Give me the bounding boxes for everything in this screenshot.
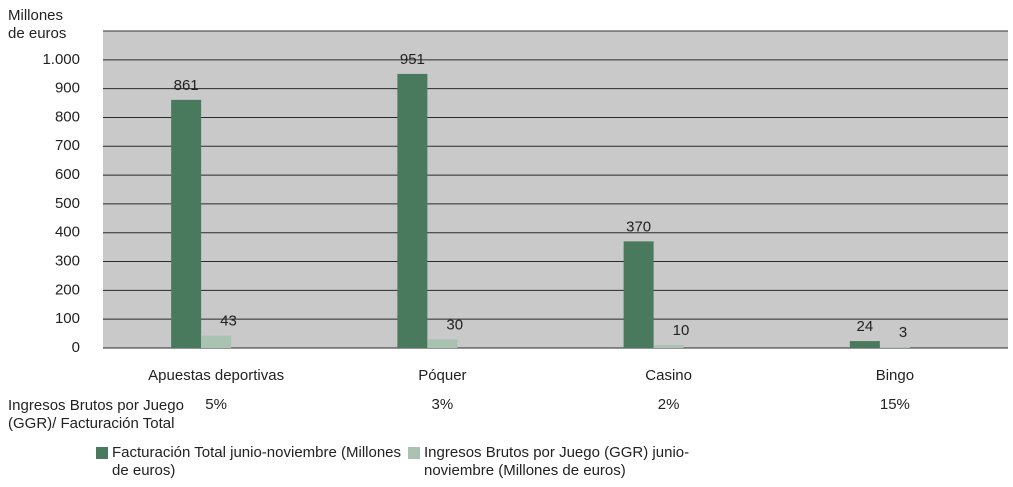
data-label: 43 (220, 313, 237, 330)
y-tick-label: 800 (55, 108, 80, 125)
y-tick-label: 500 (55, 195, 80, 212)
data-label: 3 (899, 324, 907, 341)
ratio-row-label: Ingresos Brutos por Juego (GGR)/ Factura… (8, 397, 223, 433)
ratio-value: 3% (432, 396, 454, 413)
plot-background (103, 31, 1008, 348)
legend-label: Facturación Total junio-noviembre (Millo… (112, 444, 412, 480)
bar (880, 347, 910, 348)
x-tick-label: Casino (645, 367, 692, 384)
y-tick-label: 300 (55, 253, 80, 270)
y-tick-label: 0 (72, 339, 80, 356)
y-axis-title: Millones de euros (8, 7, 78, 43)
data-label: 370 (626, 218, 651, 235)
bar (201, 336, 231, 348)
ratio-value: 15% (880, 396, 910, 413)
legend-swatch (408, 447, 420, 459)
bar (850, 341, 880, 348)
legend-swatch (96, 447, 108, 459)
y-tick-label: 900 (55, 80, 80, 97)
x-tick-label: Apuestas deportivas (148, 367, 284, 384)
data-label: 24 (857, 318, 874, 335)
data-label: 861 (174, 77, 199, 94)
y-tick-label: 600 (55, 166, 80, 183)
x-tick-label: Póquer (418, 367, 466, 384)
bar (171, 100, 201, 348)
bar (397, 74, 427, 348)
data-label: 10 (673, 322, 690, 339)
bar (427, 339, 457, 348)
data-label: 30 (446, 316, 463, 333)
bar (624, 241, 654, 348)
bar (654, 345, 684, 348)
y-tick-label: 200 (55, 281, 80, 298)
y-tick-label: 700 (55, 137, 80, 154)
ratio-value: 2% (658, 396, 680, 413)
page: 0 100 200 300 400 500 600 700 800 900 1.000 Apuesta… (0, 0, 1013, 487)
data-label: 951 (400, 51, 425, 68)
x-tick-label: Bingo (876, 367, 914, 384)
y-tick-label: 400 (55, 224, 80, 241)
y-tick-label: 100 (55, 310, 80, 327)
y-tick-label: 1.000 (42, 51, 80, 68)
legend-label: Ingresos Brutos por Juego (GGR) junio-no… (424, 444, 724, 480)
